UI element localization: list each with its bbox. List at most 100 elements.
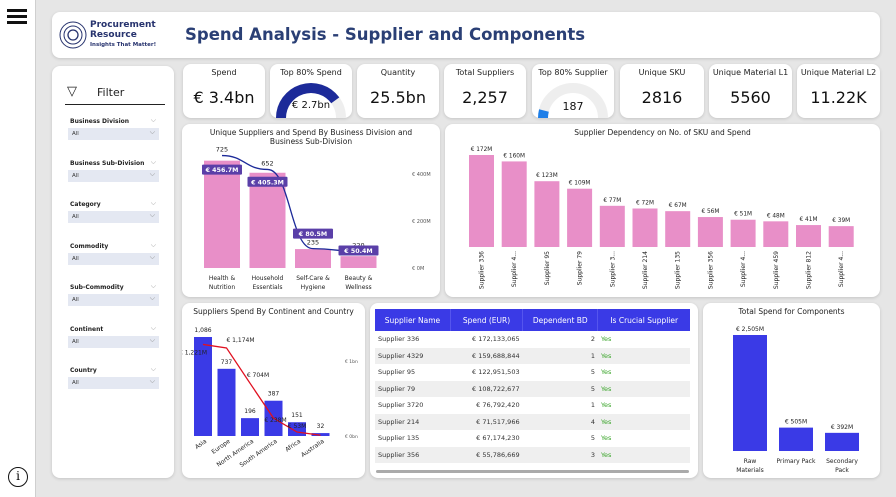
bar-data-label: € 80.5M <box>298 231 327 238</box>
filter-label: Business Division <box>70 118 130 125</box>
bar <box>825 432 859 451</box>
filter-dropdown[interactable]: All ⌵ <box>68 128 159 140</box>
chevron-down-icon[interactable]: ⌵ <box>150 199 156 207</box>
bar <box>501 161 527 247</box>
bar-data-label: 151 <box>291 412 303 419</box>
column-header[interactable]: Supplier Name <box>375 309 451 331</box>
table-cell: € 71,517,966 <box>450 413 523 430</box>
column-header[interactable]: Dependent BD <box>522 309 599 331</box>
x-tick-label: Supplier 4... <box>511 251 518 287</box>
bar <box>567 188 593 247</box>
table-cell: Supplier 95 <box>378 368 416 377</box>
gauge-fill <box>538 109 549 118</box>
logo-name2: Resource <box>90 30 137 40</box>
chevron-down-icon[interactable]: ⌵ <box>150 157 156 166</box>
x-tick-label: Supplier 336 <box>479 251 486 289</box>
x-tick-label: Hygiene <box>301 284 326 291</box>
kpi-value: € 3.4bn <box>193 88 255 107</box>
filter-divider <box>65 104 165 105</box>
bar-data-label: € 48M <box>767 213 785 219</box>
bar <box>796 225 821 247</box>
line-data-label: 235 <box>307 239 319 247</box>
filter-label: Business Sub-Division <box>70 159 145 167</box>
filter-dropdown[interactable]: All ⌵ <box>68 211 159 223</box>
table-cell: Yes <box>600 368 612 377</box>
filter-title: Filter <box>97 86 125 99</box>
table-cell: Supplier 135 <box>378 434 420 443</box>
bar-data-label: € 77M <box>603 198 621 204</box>
x-tick-label: Supplier 356 <box>707 251 714 289</box>
bar <box>204 160 240 268</box>
table-cell: € 76,792,420 <box>476 401 520 410</box>
table-cell: 1 <box>590 401 595 410</box>
line-data-label: € 1,221M <box>182 349 207 356</box>
kpi-card: Unique SKU 2816 <box>620 64 704 118</box>
chevron-down-icon[interactable]: ⌵ <box>150 116 156 124</box>
x-tick-label: Essentials <box>252 284 282 291</box>
kpi-title: Unique Material L2 <box>800 68 877 77</box>
chevron-down-icon[interactable]: ⌵ <box>150 323 156 332</box>
table-row[interactable]: Supplier 336 € 172,133,065 2 Yes <box>375 331 690 348</box>
table-row[interactable]: Supplier 135 € 67,174,230 5 Yes <box>375 430 690 447</box>
info-icon[interactable]: i <box>8 467 28 487</box>
kpi-value: 2,257 <box>462 88 508 107</box>
filter-dropdown[interactable]: All ⌵ <box>68 169 159 182</box>
table-row[interactable]: Supplier 95 € 122,951,503 5 Yes <box>375 364 690 381</box>
table-row[interactable]: Supplier 214 € 71,517,966 4 Yes <box>375 413 690 430</box>
filter-dropdown[interactable]: All ⌵ <box>68 377 159 389</box>
table-cell: € 55,786,669 <box>450 446 523 463</box>
line-data-label: € 704M <box>247 372 269 379</box>
table-row[interactable]: Supplier 79 € 108,722,677 5 Yes <box>375 380 690 397</box>
chevron-down-icon[interactable]: ⌵ <box>150 240 156 249</box>
kpi-title: Unique SKU <box>638 68 686 77</box>
horizontal-scrollbar[interactable] <box>376 470 689 473</box>
chevron-down-icon: ⌵ <box>149 128 155 136</box>
bar <box>469 155 494 247</box>
bar <box>340 256 377 268</box>
x-tick-label: Wellness <box>345 284 371 291</box>
supplier-count-line <box>221 154 359 253</box>
filter-dropdown[interactable]: All ⌵ <box>68 335 159 348</box>
filter-dropdown[interactable]: All ⌵ <box>68 294 159 306</box>
table-row[interactable]: Supplier 3720 € 76,792,420 1 Yes <box>375 397 690 414</box>
x-tick-label: Supplier 812 <box>806 251 813 289</box>
filter-icon: ▽ <box>67 84 77 99</box>
menu-icon[interactable] <box>7 9 27 24</box>
table-cell: Yes <box>600 401 612 410</box>
bar-data-label: 32 <box>317 423 325 430</box>
column-header[interactable]: Is Crucial Supplier <box>597 309 690 331</box>
x-tick-label: Supplier 214 <box>642 251 649 289</box>
column-header[interactable]: Spend (EUR) <box>450 309 524 331</box>
data-label-bg <box>247 176 288 187</box>
table-cell: 4 <box>522 413 598 430</box>
bar-data-label: € 50.4M <box>343 248 372 255</box>
line-data-label: € 1,174M <box>226 337 254 344</box>
filter-label: Category <box>70 201 101 208</box>
x-tick-label: Beauty & <box>345 275 373 282</box>
x-tick-label: Primary Pack <box>777 458 816 465</box>
table-cell: 5 <box>522 380 598 397</box>
bar-data-label: € 72M <box>636 200 654 206</box>
filter-dropdown[interactable]: All ⌵ <box>68 252 159 265</box>
bar <box>534 181 560 247</box>
table-row[interactable]: Supplier 356 € 55,786,669 3 Yes <box>375 446 690 463</box>
filter-value: All <box>72 297 79 303</box>
filter-label: Sub-Commodity <box>70 284 124 291</box>
x-tick-label: Nutrition <box>209 284 235 291</box>
bar <box>665 211 691 247</box>
bar-data-label: € 56M <box>701 209 719 215</box>
kpi-card: Spend € 3.4bn <box>183 64 265 118</box>
chevron-down-icon: ⌵ <box>149 211 155 219</box>
chevron-down-icon[interactable]: ⌵ <box>150 365 156 373</box>
chevron-down-icon: ⌵ <box>149 335 155 344</box>
table-cell: 2 <box>590 335 595 344</box>
table-row[interactable]: Supplier 4329 € 159,688,844 1 Yes <box>375 347 690 364</box>
bar <box>632 208 658 247</box>
table-cell: Yes <box>600 335 612 344</box>
chart-components: Total Spend for Components € 2,505M Raw Ma… <box>703 303 880 478</box>
table-cell: € 172,133,065 <box>472 335 520 344</box>
bar <box>763 221 789 247</box>
filter-label: Country <box>70 367 97 374</box>
bar <box>249 172 286 268</box>
chevron-down-icon[interactable]: ⌵ <box>150 282 156 290</box>
